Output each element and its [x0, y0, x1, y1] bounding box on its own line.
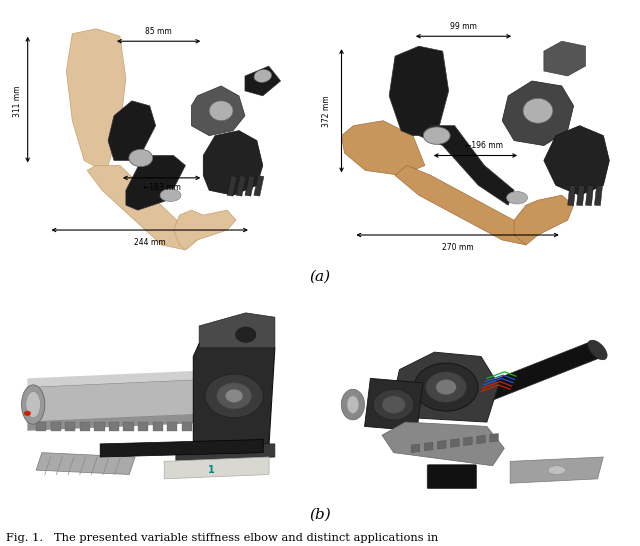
Bar — [568, 186, 576, 206]
Bar — [124, 422, 134, 431]
Polygon shape — [176, 444, 275, 461]
Bar — [196, 422, 207, 431]
Text: Fig. 1.   The presented variable stiffness elbow and distinct applications in: Fig. 1. The presented variable stiffness… — [6, 533, 438, 543]
Ellipse shape — [129, 149, 153, 167]
Bar — [36, 422, 46, 431]
Circle shape — [436, 379, 456, 395]
Ellipse shape — [341, 389, 365, 420]
Bar — [254, 176, 264, 196]
Ellipse shape — [507, 192, 527, 204]
Polygon shape — [411, 444, 420, 453]
Polygon shape — [389, 46, 449, 135]
Polygon shape — [502, 81, 573, 146]
Text: 1: 1 — [207, 465, 214, 475]
Ellipse shape — [254, 70, 271, 82]
Polygon shape — [199, 313, 275, 348]
Ellipse shape — [423, 127, 450, 144]
Bar — [586, 186, 593, 206]
Polygon shape — [451, 438, 459, 447]
FancyBboxPatch shape — [427, 465, 477, 489]
Text: 244 mm: 244 mm — [134, 238, 166, 247]
Bar — [595, 186, 602, 206]
Circle shape — [373, 389, 414, 420]
Text: 85 mm: 85 mm — [145, 27, 172, 36]
Ellipse shape — [160, 189, 181, 201]
Circle shape — [216, 383, 252, 409]
Polygon shape — [514, 195, 573, 245]
Polygon shape — [28, 370, 223, 387]
Polygon shape — [463, 437, 472, 446]
Ellipse shape — [22, 385, 45, 424]
Polygon shape — [204, 130, 263, 195]
Polygon shape — [28, 378, 223, 422]
Text: 99 mm: 99 mm — [450, 22, 477, 31]
Polygon shape — [36, 453, 135, 474]
Polygon shape — [191, 86, 245, 135]
Polygon shape — [164, 457, 269, 479]
Bar — [152, 422, 163, 431]
Polygon shape — [173, 210, 236, 250]
Circle shape — [414, 363, 478, 411]
Polygon shape — [419, 126, 514, 205]
Circle shape — [236, 327, 256, 342]
Polygon shape — [424, 442, 433, 451]
Polygon shape — [28, 413, 223, 431]
Polygon shape — [245, 66, 281, 96]
Polygon shape — [544, 126, 609, 195]
Text: (b): (b) — [309, 507, 331, 521]
Polygon shape — [67, 29, 126, 165]
Polygon shape — [437, 441, 446, 449]
Bar — [245, 176, 255, 196]
Circle shape — [523, 98, 553, 123]
Polygon shape — [477, 435, 485, 444]
Circle shape — [382, 396, 405, 413]
Polygon shape — [510, 457, 604, 483]
Bar — [227, 176, 237, 196]
Bar — [577, 186, 584, 206]
Text: ←183 mm: ←183 mm — [143, 183, 180, 192]
Circle shape — [205, 374, 263, 418]
Ellipse shape — [26, 391, 40, 418]
Bar — [51, 422, 61, 431]
Bar — [94, 422, 104, 431]
Bar — [138, 422, 148, 431]
Polygon shape — [365, 378, 423, 431]
Ellipse shape — [588, 340, 607, 360]
Ellipse shape — [347, 396, 359, 413]
Bar — [109, 422, 119, 431]
Text: (a): (a) — [309, 270, 331, 284]
Polygon shape — [382, 422, 504, 466]
Polygon shape — [100, 440, 263, 457]
Ellipse shape — [548, 466, 566, 474]
Polygon shape — [395, 165, 532, 245]
Polygon shape — [126, 156, 186, 210]
Polygon shape — [108, 101, 156, 161]
Text: 372 mm: 372 mm — [322, 95, 331, 127]
Polygon shape — [544, 41, 586, 76]
Bar — [65, 422, 76, 431]
Text: ←196 mm: ←196 mm — [465, 141, 503, 150]
Bar — [182, 422, 192, 431]
Bar — [80, 422, 90, 431]
Circle shape — [426, 372, 467, 402]
Text: 270 mm: 270 mm — [442, 243, 474, 252]
Circle shape — [24, 411, 31, 416]
Polygon shape — [193, 343, 275, 448]
Circle shape — [209, 101, 233, 121]
Bar — [236, 176, 246, 196]
Polygon shape — [87, 165, 197, 250]
Polygon shape — [342, 121, 425, 175]
Polygon shape — [490, 434, 499, 442]
Bar — [167, 422, 177, 431]
Circle shape — [225, 389, 243, 402]
Polygon shape — [394, 352, 499, 422]
Text: 311 mm: 311 mm — [13, 85, 22, 117]
Polygon shape — [481, 341, 604, 400]
